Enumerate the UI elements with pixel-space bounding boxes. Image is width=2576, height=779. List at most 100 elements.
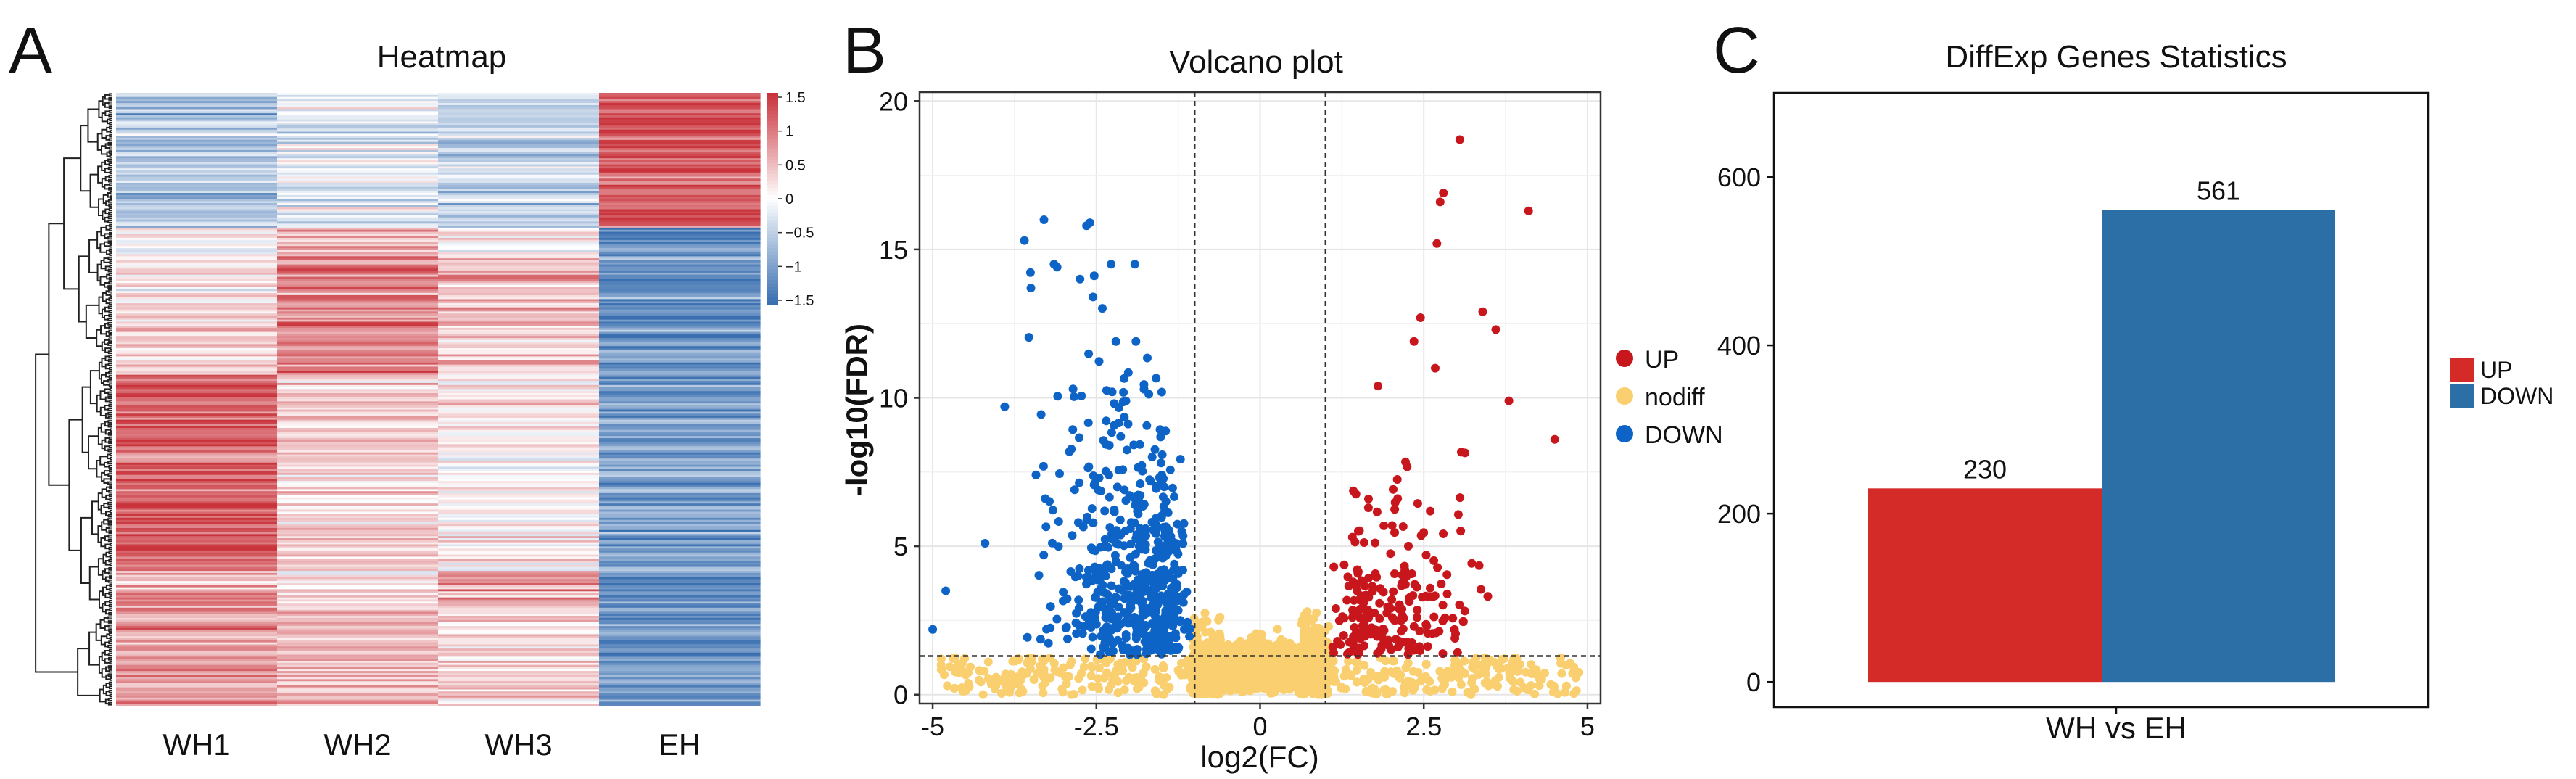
heatmap-cell — [116, 96, 278, 100]
volcano-point-down — [1116, 432, 1126, 441]
heatmap-column-label: EH — [659, 728, 701, 762]
heatmap-cell — [277, 317, 439, 321]
heatmap-cell — [116, 672, 278, 676]
volcano-point-nodiff — [1254, 669, 1263, 679]
heatmap-cell — [599, 681, 761, 684]
panel-label-a: A — [9, 15, 52, 87]
heatmap-cell — [116, 331, 278, 334]
heatmap-cell — [116, 184, 278, 188]
heatmap-cell — [116, 119, 278, 123]
heatmap-cell — [116, 260, 278, 263]
heatmap-cell — [277, 471, 439, 474]
heatmap-cell — [599, 544, 761, 547]
heatmap-cell — [116, 424, 278, 426]
volcano-point-nodiff — [1430, 685, 1440, 695]
heatmap-cell — [599, 527, 761, 531]
heatmap-cell — [438, 350, 600, 353]
volcano-point-down — [1036, 410, 1046, 419]
volcano-point-down — [1156, 432, 1165, 442]
colorbar-step — [767, 146, 778, 150]
heatmap-cell — [116, 627, 278, 631]
heatmap-cell — [116, 364, 278, 368]
volcano-point-down — [1048, 506, 1057, 515]
heatmap-cell — [438, 199, 600, 202]
heatmap-cell — [116, 489, 278, 492]
heatmap-cell — [599, 166, 761, 169]
heatmap-cell — [438, 182, 600, 186]
heatmap-cell — [116, 419, 278, 423]
volcano-x-tick-label: 5 — [1580, 712, 1595, 741]
heatmap-cell — [599, 536, 761, 539]
heatmap-cell — [438, 387, 600, 390]
heatmap-cell — [116, 591, 278, 594]
heatmap-cell — [438, 699, 600, 702]
volcano-point-down — [1153, 548, 1163, 558]
colorbar-step — [767, 223, 778, 228]
heatmap-cell — [277, 461, 439, 463]
volcano-point-down — [1075, 564, 1084, 573]
heatmap-cell — [277, 199, 439, 202]
heatmap-cell — [116, 559, 278, 561]
heatmap-cell — [438, 133, 600, 136]
heatmap-cell — [116, 701, 278, 704]
heatmap-cell — [438, 352, 600, 355]
volcano-point-nodiff — [1474, 669, 1483, 679]
heatmap-cell — [599, 409, 761, 412]
heatmap-cell — [438, 416, 600, 419]
heatmap-cell — [438, 526, 600, 529]
volcano-point-up — [1429, 612, 1439, 622]
volcano-point-down — [1121, 630, 1131, 639]
heatmap-cell — [116, 399, 278, 402]
volcano-point-down — [1041, 522, 1051, 532]
heatmap-cell — [438, 217, 600, 220]
heatmap-cell — [438, 271, 600, 273]
heatmap-cell — [599, 659, 761, 661]
volcano-point-down — [1134, 463, 1143, 472]
heatmap-cell — [599, 426, 761, 429]
heatmap-cell — [116, 474, 278, 478]
heatmap-cell — [599, 454, 761, 457]
heatmap-cell — [438, 305, 600, 308]
heatmap-cell — [438, 487, 600, 490]
volcano-point-nodiff — [1441, 674, 1450, 683]
volcano-y-tick-label: 0 — [893, 680, 908, 710]
heatmap-cell — [277, 550, 439, 553]
heatmap-cell — [599, 176, 761, 179]
dendrogram-branch — [88, 239, 98, 273]
heatmap-cell — [438, 360, 600, 363]
volcano-point-nodiff — [1366, 672, 1376, 681]
volcano-point-up — [1431, 363, 1440, 373]
heatmap-cell — [277, 266, 439, 269]
heatmap-cell — [116, 121, 278, 124]
heatmap-cell — [438, 413, 600, 416]
volcano-point-nodiff — [1105, 685, 1113, 694]
colorbar-step — [767, 258, 778, 263]
volcano-point-nodiff — [1494, 664, 1503, 674]
heatmap-cell — [438, 474, 600, 478]
heatmap-cell — [277, 117, 439, 120]
heatmap-cell — [116, 279, 278, 281]
heatmap-cell — [116, 164, 278, 167]
volcano-point-down — [1071, 618, 1081, 627]
volcano-point-down — [1094, 357, 1104, 366]
volcano-point-down — [1063, 634, 1072, 643]
heatmap-cell — [277, 258, 439, 261]
heatmap-cell — [599, 174, 761, 178]
heatmap-cell — [599, 104, 761, 108]
heatmap-cell — [599, 605, 761, 609]
heatmap-cell — [277, 272, 439, 276]
heatmap-cell — [116, 381, 278, 384]
heatmap-cell — [116, 585, 278, 588]
volcano-point-nodiff — [1116, 659, 1126, 668]
heatmap-cell — [599, 562, 761, 566]
heatmap-cell — [438, 291, 600, 294]
heatmap-cell — [599, 160, 761, 163]
heatmap-cell — [116, 262, 278, 265]
heatmap-cell — [438, 178, 600, 181]
heatmap-cell — [277, 281, 439, 284]
heatmap-cell — [116, 546, 278, 549]
bar-legend-swatch — [2450, 358, 2474, 382]
heatmap-cell — [599, 587, 761, 590]
heatmap-cell — [277, 374, 439, 378]
heatmap-cell — [277, 691, 439, 694]
